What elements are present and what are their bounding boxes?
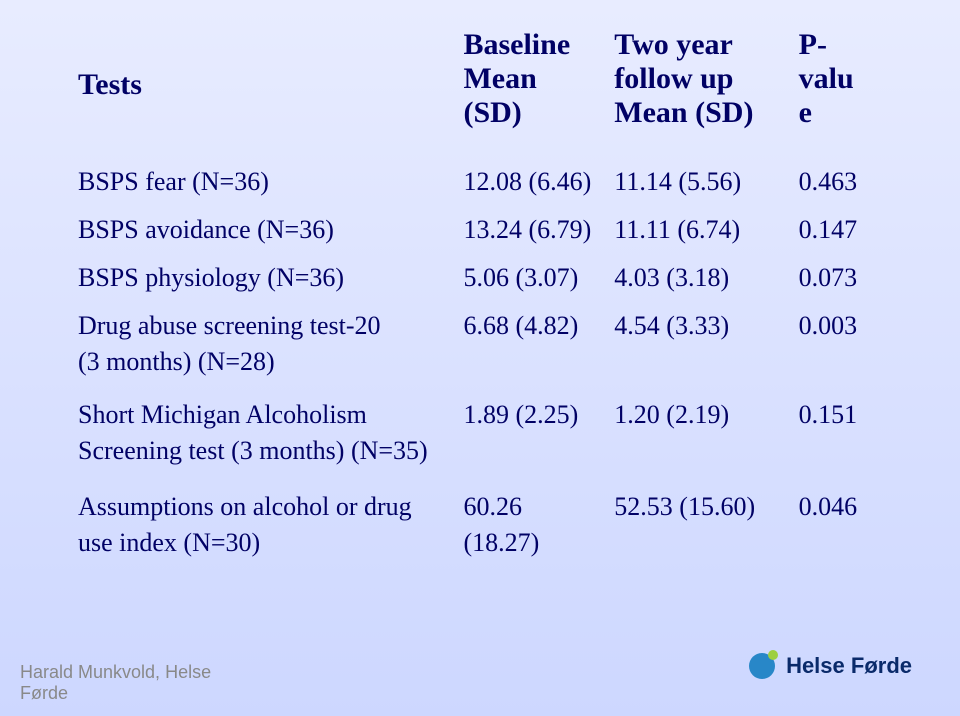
- table-cell: 12.08 (6.46): [453, 158, 604, 206]
- col-header-pvalue: P-value: [789, 24, 906, 158]
- table-row: Assumptions on alcohol or drug use index…: [68, 483, 906, 573]
- table-cell: Short Michigan Alcoholism Screening test…: [68, 391, 453, 483]
- table-cell: 4.54 (3.33): [604, 302, 788, 392]
- table-cell: 0.147: [789, 206, 906, 254]
- table-cell: BSPS avoidance (N=36): [68, 206, 453, 254]
- table-cell: 4.03 (3.18): [604, 254, 788, 302]
- table-cell: 0.151: [789, 391, 906, 483]
- table-cell: Drug abuse screening test-20(3 months) (…: [68, 302, 453, 392]
- table-cell: BSPS physiology (N=36): [68, 254, 453, 302]
- table-cell: 6.68 (4.82): [453, 302, 604, 392]
- footer-line-2: Førde: [20, 683, 211, 704]
- table-cell: 11.14 (5.56): [604, 158, 788, 206]
- table-cell: 0.463: [789, 158, 906, 206]
- table-cell: 11.11 (6.74): [604, 206, 788, 254]
- table-cell: 1.20 (2.19): [604, 391, 788, 483]
- slide: Tests BaselineMean (SD) Two yearfollow u…: [0, 0, 960, 716]
- table-row: BSPS avoidance (N=36)13.24 (6.79)11.11 (…: [68, 206, 906, 254]
- table-header-row: Tests BaselineMean (SD) Two yearfollow u…: [68, 24, 906, 158]
- table-cell: 0.003: [789, 302, 906, 392]
- table-cell: 0.073: [789, 254, 906, 302]
- table-cell: 5.06 (3.07): [453, 254, 604, 302]
- table-cell: BSPS fear (N=36): [68, 158, 453, 206]
- table-row: BSPS fear (N=36)12.08 (6.46)11.14 (5.56)…: [68, 158, 906, 206]
- table-row: BSPS physiology (N=36)5.06 (3.07)4.03 (3…: [68, 254, 906, 302]
- table-cell: 52.53 (15.60): [604, 483, 788, 573]
- logo-dots-icon: [746, 650, 778, 682]
- logo-text: Helse Førde: [786, 653, 912, 679]
- logo-dot-small-icon: [768, 650, 778, 660]
- table-cell: 60.26 (18.27): [453, 483, 604, 573]
- results-table: Tests BaselineMean (SD) Two yearfollow u…: [68, 24, 906, 573]
- table-row: Short Michigan Alcoholism Screening test…: [68, 391, 906, 483]
- col-header-tests: Tests: [68, 24, 453, 158]
- table-cell: 0.046: [789, 483, 906, 573]
- table-cell: Assumptions on alcohol or drug use index…: [68, 483, 453, 573]
- helse-forde-logo: Helse Førde: [746, 650, 912, 682]
- col-header-followup: Two yearfollow upMean (SD): [604, 24, 788, 158]
- table-row: Drug abuse screening test-20(3 months) (…: [68, 302, 906, 392]
- footer-line-1: Harald Munkvold, Helse: [20, 662, 211, 683]
- author-footer: Harald Munkvold, Helse Førde: [20, 662, 211, 704]
- col-header-baseline: BaselineMean (SD): [453, 24, 604, 158]
- table-body: BSPS fear (N=36)12.08 (6.46)11.14 (5.56)…: [68, 158, 906, 573]
- table-cell: 13.24 (6.79): [453, 206, 604, 254]
- table-cell: 1.89 (2.25): [453, 391, 604, 483]
